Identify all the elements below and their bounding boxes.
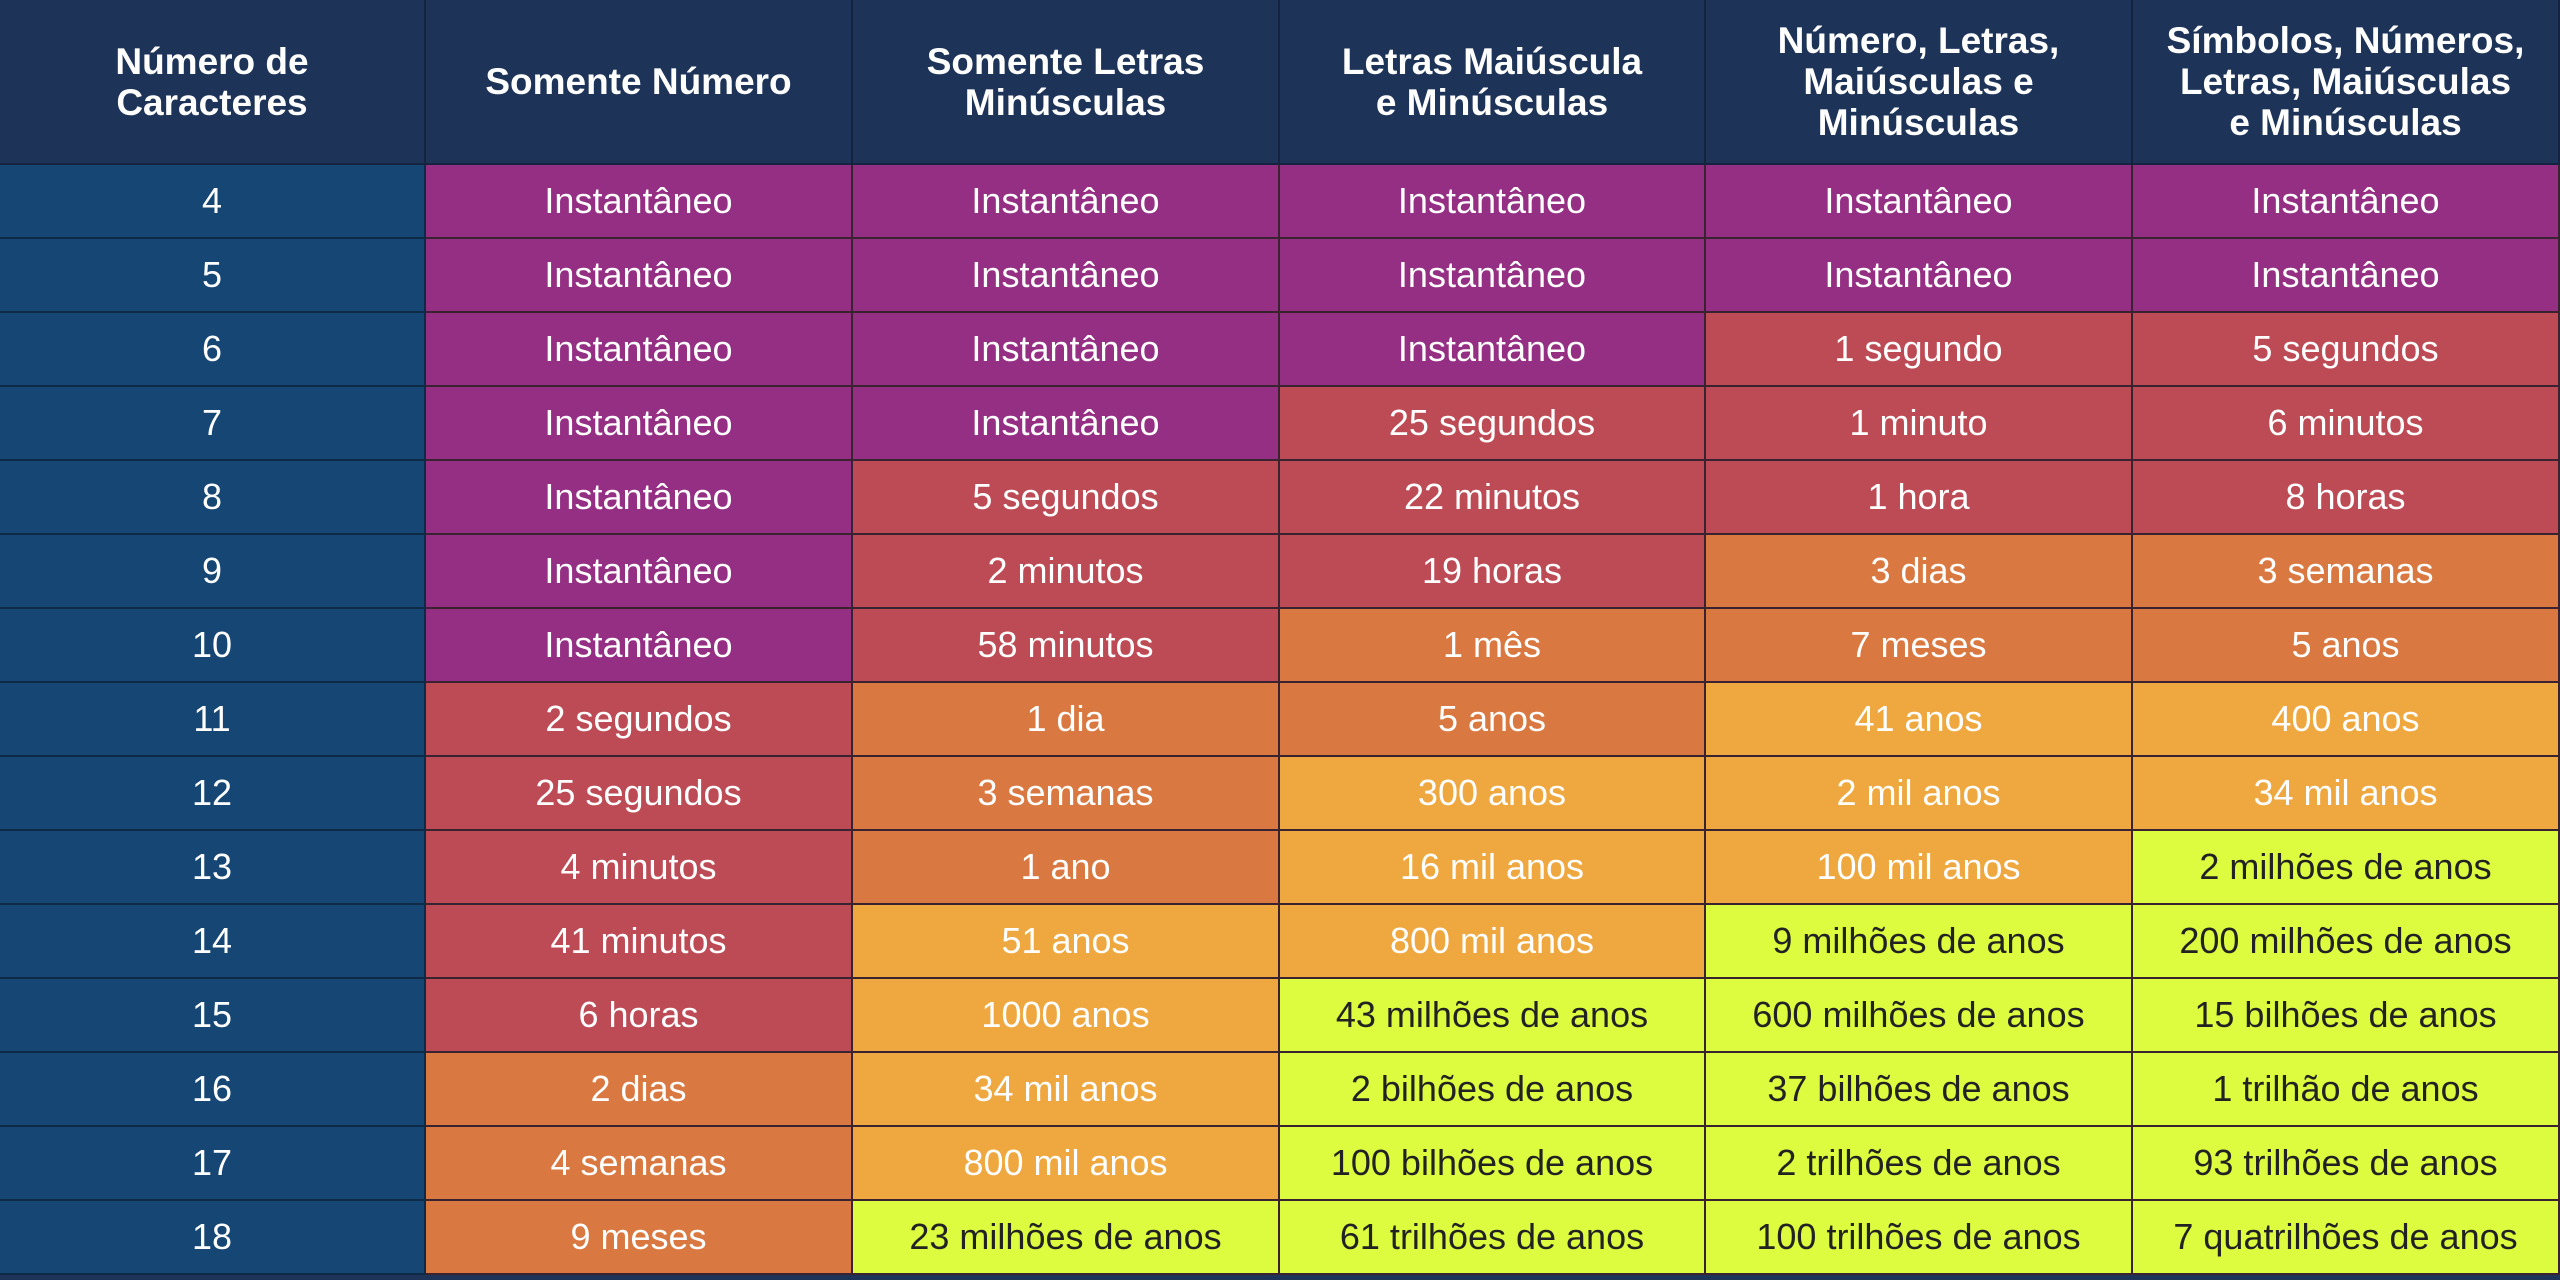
table-cell: 22 minutos xyxy=(1280,461,1706,535)
table-cell: Instantâneo xyxy=(853,387,1280,461)
table-cell: Instantâneo xyxy=(426,387,853,461)
table-cell: 41 anos xyxy=(1706,683,2133,757)
table-cell: Instantâneo xyxy=(1706,165,2133,239)
table-cell: 7 meses xyxy=(1706,609,2133,683)
row-header-chars: 15 xyxy=(0,979,426,1053)
table-cell: 1 dia xyxy=(853,683,1280,757)
row-header-chars: 16 xyxy=(0,1053,426,1127)
table-cell: 3 dias xyxy=(1706,535,2133,609)
row-header-chars: 12 xyxy=(0,757,426,831)
table-cell: 41 minutos xyxy=(426,905,853,979)
table-cell: 37 bilhões de anos xyxy=(1706,1053,2133,1127)
row-header-chars: 17 xyxy=(0,1127,426,1201)
table-cell: 9 meses xyxy=(426,1201,853,1275)
table-cell: 2 minutos xyxy=(853,535,1280,609)
table-cell: 2 segundos xyxy=(426,683,853,757)
table-cell: 8 horas xyxy=(2133,461,2560,535)
table-cell: Instantâneo xyxy=(2133,239,2560,313)
table-cell: 200 milhões de anos xyxy=(2133,905,2560,979)
table-cell: 34 mil anos xyxy=(2133,757,2560,831)
table-cell: Instantâneo xyxy=(1706,239,2133,313)
table-cell: Instantâneo xyxy=(1280,313,1706,387)
column-header-0: Número de Caracteres xyxy=(0,0,426,165)
table-cell: Instantâneo xyxy=(426,535,853,609)
table-cell: 2 milhões de anos xyxy=(2133,831,2560,905)
table-cell: 16 mil anos xyxy=(1280,831,1706,905)
table-cell: 4 minutos xyxy=(426,831,853,905)
table-cell: 43 milhões de anos xyxy=(1280,979,1706,1053)
table-cell: 58 minutos xyxy=(853,609,1280,683)
table-cell: 800 mil anos xyxy=(1280,905,1706,979)
table-cell: 800 mil anos xyxy=(853,1127,1280,1201)
table-cell: 1 trilhão de anos xyxy=(2133,1053,2560,1127)
table-cell: 7 quatrilhões de anos xyxy=(2133,1201,2560,1275)
table-cell: 100 mil anos xyxy=(1706,831,2133,905)
table-cell: 25 segundos xyxy=(426,757,853,831)
table-cell: 1000 anos xyxy=(853,979,1280,1053)
table-cell: 100 bilhões de anos xyxy=(1280,1127,1706,1201)
table-cell: 5 anos xyxy=(1280,683,1706,757)
table-cell: Instantâneo xyxy=(2133,165,2560,239)
table-cell: Instantâneo xyxy=(426,165,853,239)
table-cell: 51 anos xyxy=(853,905,1280,979)
table-cell: 19 horas xyxy=(1280,535,1706,609)
table-cell: 2 mil anos xyxy=(1706,757,2133,831)
table-cell: 5 segundos xyxy=(853,461,1280,535)
table-cell: 100 trilhões de anos xyxy=(1706,1201,2133,1275)
table-cell: Instantâneo xyxy=(426,239,853,313)
table-cell: 3 semanas xyxy=(853,757,1280,831)
column-header-5: Símbolos, Números, Letras, Maiúsculas e … xyxy=(2133,0,2560,165)
table-cell: 1 segundo xyxy=(1706,313,2133,387)
table-cell: Instantâneo xyxy=(426,461,853,535)
row-header-chars: 6 xyxy=(0,313,426,387)
table-cell: 300 anos xyxy=(1280,757,1706,831)
table-cell: Instantâneo xyxy=(853,313,1280,387)
table-cell: Instantâneo xyxy=(426,609,853,683)
row-header-chars: 5 xyxy=(0,239,426,313)
table-cell: 1 minuto xyxy=(1706,387,2133,461)
table-cell: Instantâneo xyxy=(1280,165,1706,239)
table-cell: 3 semanas xyxy=(2133,535,2560,609)
table-cell: 5 segundos xyxy=(2133,313,2560,387)
table-cell: 400 anos xyxy=(2133,683,2560,757)
table-cell: 1 mês xyxy=(1280,609,1706,683)
table-cell: 1 hora xyxy=(1706,461,2133,535)
table-cell: 93 trilhões de anos xyxy=(2133,1127,2560,1201)
row-header-chars: 11 xyxy=(0,683,426,757)
table-cell: 600 milhões de anos xyxy=(1706,979,2133,1053)
table-cell: 4 semanas xyxy=(426,1127,853,1201)
table-cell: 6 horas xyxy=(426,979,853,1053)
table-cell: 2 dias xyxy=(426,1053,853,1127)
row-header-chars: 7 xyxy=(0,387,426,461)
table-cell: Instantâneo xyxy=(426,313,853,387)
row-header-chars: 10 xyxy=(0,609,426,683)
row-header-chars: 18 xyxy=(0,1201,426,1275)
table-cell: 61 trilhões de anos xyxy=(1280,1201,1706,1275)
table-cell: 25 segundos xyxy=(1280,387,1706,461)
row-header-chars: 14 xyxy=(0,905,426,979)
row-header-chars: 13 xyxy=(0,831,426,905)
table-cell: 5 anos xyxy=(2133,609,2560,683)
table-cell: 15 bilhões de anos xyxy=(2133,979,2560,1053)
table-cell: 1 ano xyxy=(853,831,1280,905)
table-cell: 34 mil anos xyxy=(853,1053,1280,1127)
column-header-2: Somente Letras Minúsculas xyxy=(853,0,1280,165)
column-header-1: Somente Número xyxy=(426,0,853,165)
table-cell: 2 trilhões de anos xyxy=(1706,1127,2133,1201)
row-header-chars: 8 xyxy=(0,461,426,535)
table-cell: 23 milhões de anos xyxy=(853,1201,1280,1275)
table-cell: Instantâneo xyxy=(1280,239,1706,313)
column-header-4: Número, Letras, Maiúsculas e Minúsculas xyxy=(1706,0,2133,165)
table-cell: Instantâneo xyxy=(853,239,1280,313)
table-cell: 9 milhões de anos xyxy=(1706,905,2133,979)
table-cell: 6 minutos xyxy=(2133,387,2560,461)
row-header-chars: 4 xyxy=(0,165,426,239)
table-cell: 2 bilhões de anos xyxy=(1280,1053,1706,1127)
column-header-3: Letras Maiúscula e Minúsculas xyxy=(1280,0,1706,165)
row-header-chars: 9 xyxy=(0,535,426,609)
table-cell: Instantâneo xyxy=(853,165,1280,239)
